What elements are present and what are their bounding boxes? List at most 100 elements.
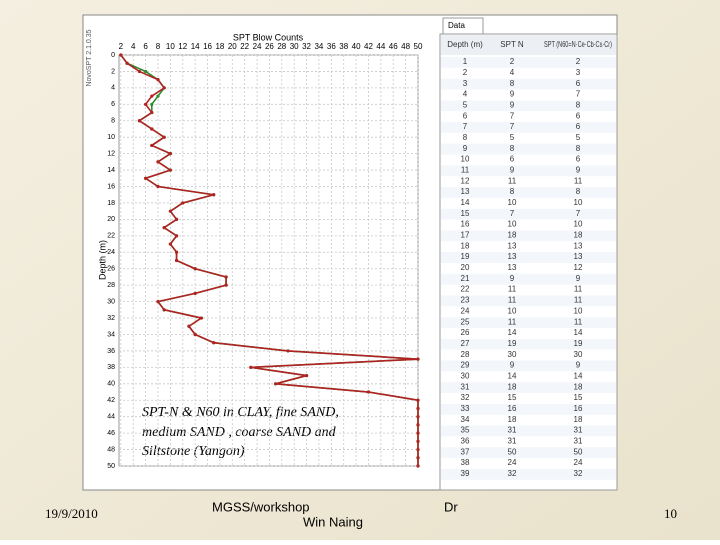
table-cell: 13 <box>508 252 517 261</box>
table-cell: 8 <box>576 187 581 196</box>
table-cell: 36 <box>461 437 470 446</box>
y-tick-label: 4 <box>111 85 115 92</box>
table-cell: 17 <box>461 231 470 240</box>
point <box>150 102 154 106</box>
row-bg <box>441 187 616 198</box>
row-bg <box>441 252 616 263</box>
x-tick-label: 2 <box>119 42 124 51</box>
table-cell: 8 <box>510 79 515 88</box>
table-cell: 24 <box>508 458 517 467</box>
point <box>199 316 203 320</box>
table-cell: 32 <box>461 393 470 402</box>
point <box>137 119 142 123</box>
table-cell: 9 <box>510 274 515 283</box>
table-cell: 37 <box>461 447 470 456</box>
x-tick-label: 46 <box>389 42 398 51</box>
table-cell: 5 <box>510 133 515 142</box>
table-cell: 8 <box>463 133 468 142</box>
x-tick-label: 34 <box>314 42 323 51</box>
x-tick-label: 12 <box>178 42 187 51</box>
program-label: NovoSPT 2.1.0.35 <box>86 29 93 86</box>
table-cell: 10 <box>574 198 583 207</box>
table-cell: 11 <box>508 285 517 294</box>
table-cell: 6 <box>576 122 581 131</box>
point <box>187 324 191 328</box>
table-cell: 3 <box>463 79 468 88</box>
header-cell: Depth (m) <box>447 40 483 49</box>
x-axis-title: SPT Blow Counts <box>233 32 304 42</box>
table-cell: 32 <box>508 469 517 478</box>
footer-title: Dr <box>444 499 458 514</box>
table-cell: 1 <box>463 57 468 66</box>
table-cell: 9 <box>576 361 581 370</box>
point <box>144 69 148 74</box>
table-cell: 11 <box>574 317 583 326</box>
tab-label[interactable]: Data <box>448 21 465 30</box>
table-cell: 25 <box>461 317 470 326</box>
table-cell: 4 <box>463 90 468 99</box>
table-cell: 14 <box>508 328 517 337</box>
x-tick-label: 48 <box>401 42 410 51</box>
row-bg <box>441 57 616 68</box>
table-cell: 32 <box>574 469 583 478</box>
point <box>168 209 172 213</box>
row-bg <box>441 208 616 220</box>
y-tick-label: 28 <box>107 282 115 289</box>
y-tick-label: 48 <box>107 446 115 453</box>
table-cell: 9 <box>463 144 468 153</box>
x-tick-label: 50 <box>414 42 423 51</box>
table-cell: 13 <box>508 241 517 250</box>
table-cell: 16 <box>508 404 517 413</box>
table-cell: 8 <box>576 144 581 153</box>
table-cell: 8 <box>576 100 581 109</box>
row-bg <box>441 230 616 242</box>
table-cell: 2 <box>463 68 468 77</box>
table-cell: 14 <box>574 371 583 380</box>
table-cell: 6 <box>510 155 515 164</box>
y-tick-label: 20 <box>107 216 115 223</box>
row-bg <box>441 100 616 112</box>
table-cell: 16 <box>461 220 470 229</box>
point <box>416 423 420 427</box>
table-cell: 3 <box>576 68 581 77</box>
row-bg <box>441 360 616 372</box>
y-tick-label: 6 <box>111 101 115 108</box>
table-cell: 38 <box>461 458 470 467</box>
y-tick-label: 22 <box>107 233 115 240</box>
y-tick-label: 10 <box>107 134 115 141</box>
table-cell: 5 <box>576 133 581 142</box>
row-bg <box>441 468 616 480</box>
footer-date: 19/9/2010 <box>45 506 98 521</box>
table-cell: 8 <box>510 144 515 153</box>
table-cell: 18 <box>508 382 517 391</box>
x-tick-label: 26 <box>265 42 274 51</box>
point <box>156 78 160 82</box>
x-tick-label: 32 <box>302 42 311 51</box>
y-tick-label: 2 <box>111 68 115 75</box>
point <box>150 127 154 131</box>
table-cell: 9 <box>510 100 515 109</box>
point <box>416 447 420 452</box>
y-tick-label: 34 <box>107 331 115 338</box>
table-cell: 31 <box>508 426 517 435</box>
tab[interactable] <box>442 17 484 35</box>
table-cell: 29 <box>461 361 470 370</box>
point <box>125 61 129 65</box>
table-cell: 2 <box>510 57 515 66</box>
table-cell: 24 <box>574 458 583 467</box>
point <box>174 250 179 254</box>
point <box>304 373 309 378</box>
y-tick-label: 30 <box>107 298 115 305</box>
table-cell: 30 <box>508 350 517 359</box>
table-cell: 6 <box>576 111 581 120</box>
y-axis-title: Depth (m) <box>97 240 107 280</box>
point <box>150 143 154 148</box>
table-cell: 26 <box>461 328 470 337</box>
point <box>168 152 172 156</box>
header-cell: SPT (N60=N·Ce·Cb·Cs·Cr) <box>544 40 612 49</box>
table-cell: 30 <box>574 350 583 359</box>
table-cell: 27 <box>461 339 470 348</box>
y-tick-label: 24 <box>107 249 115 256</box>
x-tick-label: 16 <box>203 42 212 51</box>
